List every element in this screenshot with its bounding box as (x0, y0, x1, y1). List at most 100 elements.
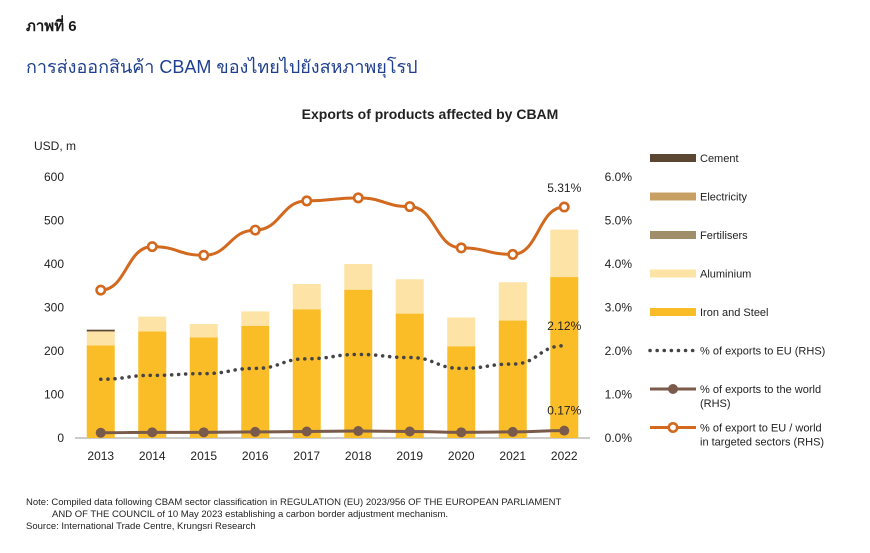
x-tick-label: 2020 (448, 449, 475, 463)
legend-item-aluminium: Aluminium (650, 269, 751, 281)
line--of-export-to-eu-world-in-targeted-sectors-rhs-point-2013 (95, 284, 107, 296)
bar-aluminium-2015 (189, 324, 218, 338)
y2-tick-label: 5.0% (605, 214, 633, 228)
line--of-exports-to-the-world-rhs-point-2019 (404, 426, 415, 437)
y-axis-label: USD, m (34, 139, 76, 153)
legend-label: Fertilisers (700, 230, 748, 242)
legend-item--of-exports-to-the-world: % of exports to the world (RHS) (650, 384, 821, 410)
line--of-exports-to-the-world-rhs-point-2018 (353, 426, 364, 437)
bar-aluminium-2020 (447, 317, 476, 347)
bar-aluminium-2014 (138, 316, 167, 332)
line--of-exports-to-the-world-rhs-point-2020 (456, 427, 467, 438)
legend-marker (667, 421, 679, 433)
y2-tick-label: 6.0% (605, 170, 633, 184)
y-tick-label: 400 (44, 257, 64, 271)
bar-iron-and-steel-2014 (138, 331, 167, 438)
bar-iron-and-steel-2017 (292, 309, 321, 438)
x-tick-label: 2018 (345, 449, 372, 463)
legend-swatch (650, 308, 696, 316)
line--of-export-to-eu-world-in-targeted-sectors-rhs (100, 196, 565, 292)
legend-label-line-2: (RHS) (700, 398, 731, 410)
y2-tick-label: 2.0% (605, 344, 633, 358)
line--of-export-to-eu-world-in-targeted-sectors-rhs-point-2014 (146, 241, 158, 253)
line--of-export-to-eu-world-in-targeted-sectors-rhs-point-2019 (404, 201, 416, 213)
bar-iron-and-steel-2019 (395, 313, 424, 438)
legend-swatch (650, 154, 696, 162)
legend-label: % of export to EU / world (700, 423, 822, 435)
figure-title: การส่งออกสินค้า CBAM ของไทยไปยังสหภาพยุโ… (26, 57, 418, 77)
legend-label: Aluminium (700, 269, 751, 281)
line--of-export-to-eu-world-in-targeted-sectors-rhs-point-2022 (558, 201, 570, 213)
line--of-exports-to-the-world-rhs-point-2016 (250, 426, 261, 437)
legend-swatch (650, 269, 696, 278)
line--of-exports-to-the-world-rhs (100, 429, 565, 435)
bar-aluminium-2013 (86, 331, 115, 346)
bar-aluminium-2018 (344, 264, 373, 290)
bar-iron-and-steel-2015 (189, 337, 218, 438)
legend-label-line-2: in targeted sectors (RHS) (700, 437, 824, 449)
legend-item-iron-and-steel: Iron and Steel (650, 307, 769, 319)
bar-iron-and-steel-2021 (498, 320, 527, 438)
legend-label: % of exports to the world (700, 384, 821, 396)
bar-aluminium-2016 (241, 311, 270, 326)
chart-title: Exports of products affected by CBAM (302, 106, 559, 122)
note-line-2: AND OF THE COUNCIL of 10 May 2023 establ… (52, 509, 449, 520)
line--of-exports-to-the-world-rhs-point-2021 (507, 426, 518, 437)
bar-iron-and-steel-2020 (447, 346, 476, 438)
y2-tick-label: 3.0% (605, 301, 633, 315)
note-line-1: Note: Compiled data following CBAM secto… (26, 497, 562, 508)
line--of-export-to-eu-world-in-targeted-sectors-rhs-point-2016 (249, 224, 261, 236)
line--of-exports-to-the-world-rhs-point-2015 (198, 427, 209, 438)
data-label-2022-2: 0.17% (547, 404, 581, 418)
x-tick-label: 2019 (396, 449, 423, 463)
bar-aluminium-2019 (395, 279, 424, 314)
line--of-exports-to-the-world-rhs-point-2022 (559, 425, 570, 436)
line--of-export-to-eu-world-in-targeted-sectors-rhs-point-2021 (507, 248, 519, 260)
bar-iron-and-steel-2022 (550, 277, 579, 438)
y2-tick-label: 0.0% (605, 431, 633, 445)
legend-label: Electricity (700, 192, 748, 204)
bar-aluminium-2022 (550, 229, 579, 278)
line--of-export-to-eu-world-in-targeted-sectors-rhs-point-2018 (352, 192, 364, 204)
legend-item--of-export-to-eu-world: % of export to EU / world in targeted sec… (650, 421, 824, 449)
legend-marker (668, 384, 678, 394)
x-tick-label: 2013 (87, 449, 114, 463)
bar-iron-and-steel-2016 (241, 325, 270, 438)
legend-item-cement: Cement (650, 153, 739, 165)
chart-notes: Note: Compiled data following CBAM secto… (26, 497, 561, 533)
legend-swatch (650, 192, 696, 201)
bar-iron-and-steel-2013 (86, 345, 115, 438)
x-tick-label: 2016 (242, 449, 269, 463)
legend-item--of-exports-to-eu-rhs: % of exports to EU (RHS) (648, 346, 825, 358)
bar-iron-and-steel-2018 (344, 289, 373, 438)
y-tick-label: 600 (44, 170, 64, 184)
y-tick-label: 0 (57, 431, 64, 445)
y-tick-label: 200 (44, 344, 64, 358)
line--of-exports-to-the-world-rhs-point-2017 (301, 426, 312, 437)
bar-aluminium-2021 (498, 282, 527, 321)
figure-number: ภาพที่ 6 (26, 18, 77, 35)
source-line: Source: International Trade Centre, Krun… (26, 521, 256, 532)
y-tick-label: 300 (44, 301, 64, 315)
line--of-export-to-eu-world-in-targeted-sectors-rhs-point-2015 (198, 249, 210, 261)
x-tick-label: 2021 (499, 449, 526, 463)
cbam-exports-chart: Exports of products affected by CBAM USD… (34, 106, 825, 463)
legend-label: Iron and Steel (700, 307, 769, 319)
legend-item-fertilisers: Fertilisers (650, 230, 748, 242)
y-tick-label: 500 (44, 214, 64, 228)
y2-tick-label: 4.0% (605, 257, 633, 271)
x-tick-label: 2014 (139, 449, 166, 463)
x-tick-label: 2022 (551, 449, 578, 463)
line--of-exports-to-eu-rhs (99, 344, 566, 382)
x-tick-label: 2015 (190, 449, 217, 463)
bar-aluminium-2017 (292, 284, 321, 310)
data-label-2022-1: 2.12% (547, 319, 581, 333)
data-label-2022-0: 5.31% (547, 181, 581, 195)
x-tick-label: 2017 (293, 449, 320, 463)
line--of-export-to-eu-world-in-targeted-sectors-rhs-point-2017 (301, 195, 313, 207)
bar-cement-2013 (86, 329, 115, 332)
y2-tick-label: 1.0% (605, 388, 633, 402)
y-tick-label: 100 (44, 388, 64, 402)
legend-label: % of exports to EU (RHS) (700, 346, 825, 358)
line--of-exports-to-the-world-rhs-point-2013 (95, 427, 106, 438)
